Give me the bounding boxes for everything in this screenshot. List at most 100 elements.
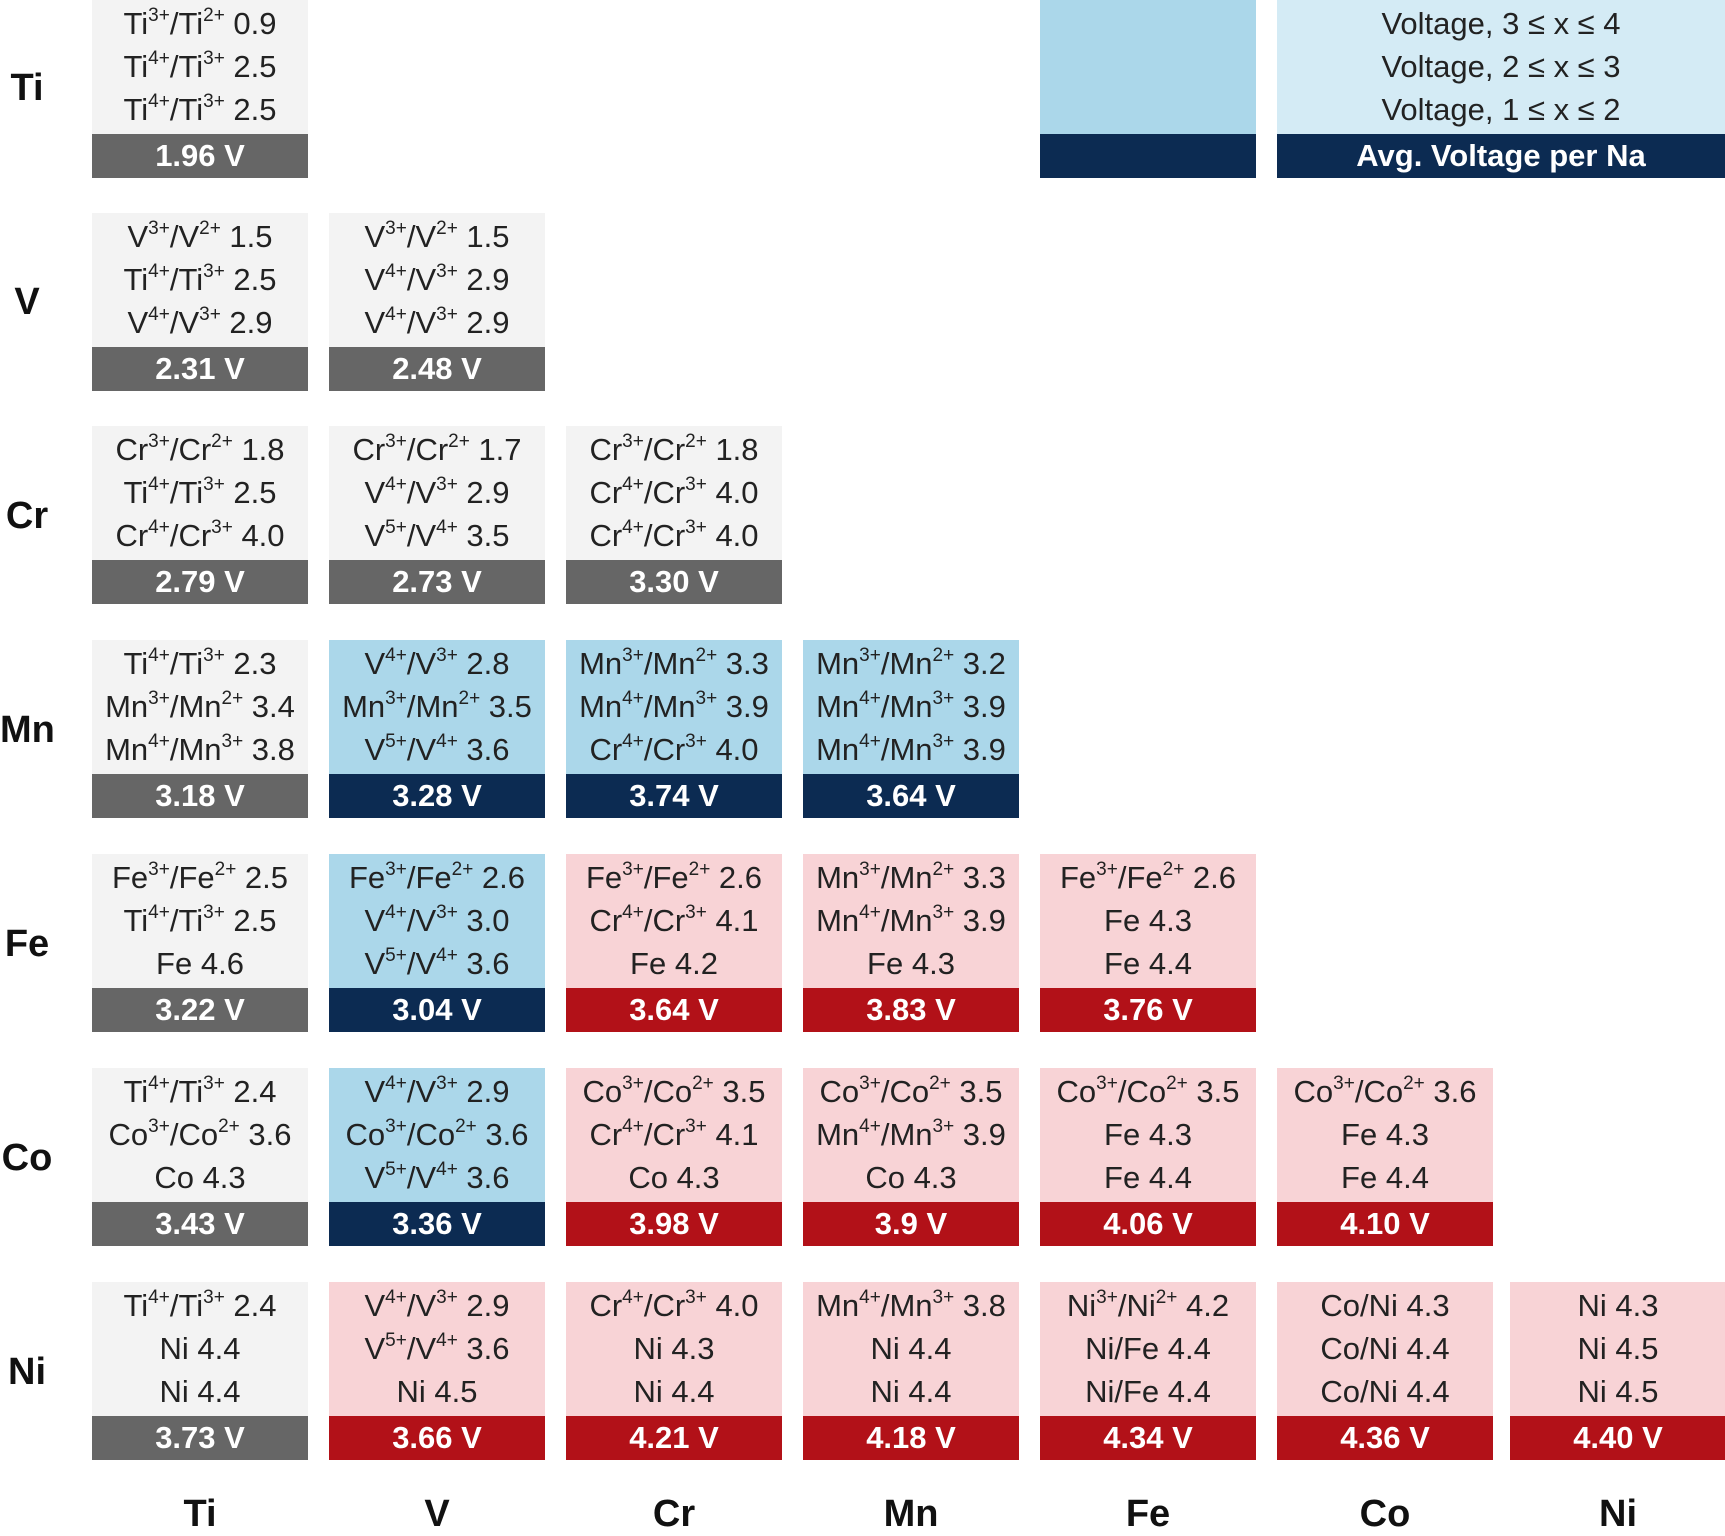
- redox-couple: Co/Ni 4.3: [1320, 1287, 1450, 1323]
- avg-voltage: 3.74 V: [566, 774, 782, 818]
- redox-lines: Ti3+/Ti2+ 0.9 Ti4+/Ti3+ 2.5 Ti4+/Ti3+ 2.5: [92, 0, 308, 134]
- redox-couple: Mn3+/Mn2+ 3.2: [816, 644, 1006, 681]
- redox-couple: Ni 4.5: [1577, 1330, 1659, 1366]
- avg-voltage: 3.73 V: [92, 1416, 308, 1460]
- redox-lines: V3+/V2+ 1.5 Ti4+/Ti3+ 2.5 V4+/V3+ 2.9: [92, 213, 308, 347]
- avg-voltage: 4.34 V: [1040, 1416, 1256, 1460]
- redox-couple: Ni 4.5: [396, 1374, 478, 1410]
- avg-voltage: 4.18 V: [803, 1416, 1019, 1460]
- col-label-ni: Ni: [1599, 1493, 1637, 1535]
- cell-cr-cr: Cr3+/Cr2+ 1.8 Cr4+/Cr3+ 4.0 Cr4+/Cr3+ 4.0 3…: [566, 426, 782, 604]
- avg-voltage: 3.30 V: [566, 560, 782, 604]
- redox-couple: Ti4+/Ti3+ 2.5: [123, 91, 277, 128]
- redox-couple: Mn4+/Mn3+ 3.8: [105, 731, 295, 768]
- cell-ni-v: V4+/V3+ 2.9 V5+/V4+ 3.6 Ni 4.5 3.66 V: [329, 1282, 545, 1460]
- redox-lines: Cr3+/Cr2+ 1.8 Cr4+/Cr3+ 4.0 Cr4+/Cr3+ 4.0: [566, 426, 782, 560]
- redox-couple: Fe 4.3: [867, 946, 955, 982]
- col-label-fe: Fe: [1125, 1493, 1171, 1535]
- redox-couple: Ni 4.3: [633, 1330, 715, 1366]
- redox-couple: V3+/V2+ 1.5: [127, 217, 273, 254]
- redox-couple: Cr3+/Cr2+ 1.8: [115, 430, 285, 467]
- redox-couple: Mn4+/Mn3+ 3.9: [579, 687, 769, 724]
- redox-couple: Fe3+/Fe2+ 2.6: [585, 858, 763, 895]
- col-label-mn: Mn: [883, 1493, 939, 1535]
- redox-lines: V4+/V3+ 2.8 Mn3+/Mn2+ 3.5 V5+/V4+ 3.6: [329, 640, 545, 774]
- redox-couple: Mn4+/Mn3+ 3.9: [816, 901, 1006, 938]
- redox-couple: Ti4+/Ti3+ 2.5: [123, 473, 277, 510]
- cell-fe-cr: Fe3+/Fe2+ 2.6 Cr4+/Cr3+ 4.1 Fe 4.2 3.64 V: [566, 854, 782, 1032]
- legend-line-2: Voltage, 2 ≤ x ≤ 3: [1381, 48, 1621, 84]
- redox-couple: Mn3+/Mn2+ 3.3: [816, 858, 1006, 895]
- redox-couple: Co/Ni 4.4: [1320, 1374, 1450, 1410]
- legend-line-3: Voltage, 1 ≤ x ≤ 2: [1381, 92, 1621, 128]
- legend-bar-label: Avg. Voltage per Na: [1277, 134, 1725, 178]
- redox-couple: Cr4+/Cr3+ 4.0: [115, 517, 285, 554]
- avg-voltage: 4.40 V: [1510, 1416, 1725, 1460]
- avg-voltage: 3.64 V: [803, 774, 1019, 818]
- redox-couple: Ni 4.4: [159, 1330, 241, 1366]
- avg-voltage: 1.96 V: [92, 134, 308, 178]
- cell-co-co: Co3+/Co2+ 3.6 Fe 4.3 Fe 4.4 4.10 V: [1277, 1068, 1493, 1246]
- legend-swatch-bar: [1040, 134, 1256, 178]
- row-label-v: V: [14, 281, 40, 323]
- avg-voltage: 3.76 V: [1040, 988, 1256, 1032]
- redox-couple: Cr3+/Cr2+ 1.8: [589, 430, 759, 467]
- redox-lines: Ti4+/Ti3+ 2.4 Ni 4.4 Ni 4.4: [92, 1282, 308, 1416]
- redox-lines: Mn3+/Mn2+ 3.3 Mn4+/Mn3+ 3.9 Fe 4.3: [803, 854, 1019, 988]
- redox-lines: Fe3+/Fe2+ 2.6 V4+/V3+ 3.0 V5+/V4+ 3.6: [329, 854, 545, 988]
- redox-couple: Ni 4.4: [870, 1330, 952, 1366]
- redox-couple: Mn3+/Mn2+ 3.3: [579, 644, 769, 681]
- col-label-co: Co: [1359, 1493, 1411, 1535]
- row-label-ni: Ni: [8, 1351, 46, 1393]
- avg-voltage: 3.98 V: [566, 1202, 782, 1246]
- cell-mn-ti: Ti4+/Ti3+ 2.3 Mn3+/Mn2+ 3.4 Mn4+/Mn3+ 3.8 3…: [92, 640, 308, 818]
- avg-voltage: 3.43 V: [92, 1202, 308, 1246]
- redox-couple: Mn4+/Mn3+ 3.8: [816, 1286, 1006, 1323]
- cell-cr-ti: Cr3+/Cr2+ 1.8 Ti4+/Ti3+ 2.5 Cr4+/Cr3+ 4.0 2…: [92, 426, 308, 604]
- cell-v-ti: V3+/V2+ 1.5 Ti4+/Ti3+ 2.5 V4+/V3+ 2.9 2.31 …: [92, 213, 308, 391]
- cell-v-v: V3+/V2+ 1.5 V4+/V3+ 2.9 V4+/V3+ 2.9 2.48 V: [329, 213, 545, 391]
- cell-fe-v: Fe3+/Fe2+ 2.6 V4+/V3+ 3.0 V5+/V4+ 3.6 3.04 …: [329, 854, 545, 1032]
- row-label-fe: Fe: [4, 923, 50, 965]
- redox-lines: V3+/V2+ 1.5 V4+/V3+ 2.9 V4+/V3+ 2.9: [329, 213, 545, 347]
- cell-co-ti: Ti4+/Ti3+ 2.4 Co3+/Co2+ 3.6 Co 4.3 3.43 V: [92, 1068, 308, 1246]
- cell-mn-cr: Mn3+/Mn2+ 3.3 Mn4+/Mn3+ 3.9 Cr4+/Cr3+ 4.0 3…: [566, 640, 782, 818]
- redox-couple: V4+/V3+ 2.9: [364, 1286, 510, 1323]
- redox-couple: Cr4+/Cr3+ 4.1: [589, 1115, 759, 1152]
- avg-voltage: 3.9 V: [803, 1202, 1019, 1246]
- redox-couple: Ti4+/Ti3+ 2.5: [123, 47, 277, 84]
- cell-co-v: V4+/V3+ 2.9 Co3+/Co2+ 3.6 V5+/V4+ 3.6 3.36 …: [329, 1068, 545, 1246]
- cell-ni-co: Co/Ni 4.3 Co/Ni 4.4 Co/Ni 4.4 4.36 V: [1277, 1282, 1493, 1460]
- redox-couple: Co/Ni 4.4: [1320, 1330, 1450, 1366]
- redox-couple: Co3+/Co2+ 3.6: [345, 1115, 529, 1152]
- redox-couple: Ti4+/Ti3+ 2.5: [123, 260, 277, 297]
- redox-couple: Ti4+/Ti3+ 2.3: [123, 644, 277, 681]
- cell-ni-ti: Ti4+/Ti3+ 2.4 Ni 4.4 Ni 4.4 3.73 V: [92, 1282, 308, 1460]
- avg-voltage: 4.21 V: [566, 1416, 782, 1460]
- redox-couple: V4+/V3+ 3.0: [364, 901, 510, 938]
- redox-lines: Fe3+/Fe2+ 2.5 Ti4+/Ti3+ 2.5 Fe 4.6: [92, 854, 308, 988]
- cell-co-fe: Co3+/Co2+ 3.5 Fe 4.3 Fe 4.4 4.06 V: [1040, 1068, 1256, 1246]
- redox-couple: Co 4.3: [628, 1160, 720, 1196]
- redox-lines: V4+/V3+ 2.9 V5+/V4+ 3.6 Ni 4.5: [329, 1282, 545, 1416]
- cell-mn-mn: Mn3+/Mn2+ 3.2 Mn4+/Mn3+ 3.9 Mn4+/Mn3+ 3.9 3…: [803, 640, 1019, 818]
- avg-voltage: 3.28 V: [329, 774, 545, 818]
- redox-couple: Ti3+/Ti2+ 0.9: [123, 4, 277, 41]
- redox-couple: V3+/V2+ 1.5: [364, 217, 510, 254]
- cell-mn-v: V4+/V3+ 2.8 Mn3+/Mn2+ 3.5 V5+/V4+ 3.6 3.28 …: [329, 640, 545, 818]
- redox-lines: Co/Ni 4.3 Co/Ni 4.4 Co/Ni 4.4: [1277, 1282, 1493, 1416]
- redox-couple: Ti4+/Ti3+ 2.4: [123, 1286, 277, 1323]
- redox-couple: V5+/V4+ 3.6: [364, 1329, 510, 1366]
- cell-fe-mn: Mn3+/Mn2+ 3.3 Mn4+/Mn3+ 3.9 Fe 4.3 3.83 V: [803, 854, 1019, 1032]
- col-label-v: V: [424, 1493, 450, 1535]
- avg-voltage: 3.04 V: [329, 988, 545, 1032]
- cell-fe-ti: Fe3+/Fe2+ 2.5 Ti4+/Ti3+ 2.5 Fe 4.6 3.22 V: [92, 854, 308, 1032]
- redox-lines: Ni3+/Ni2+ 4.2 Ni/Fe 4.4 Ni/Fe 4.4: [1040, 1282, 1256, 1416]
- redox-lines: Fe3+/Fe2+ 2.6 Fe 4.3 Fe 4.4: [1040, 854, 1256, 988]
- redox-lines: Co3+/Co2+ 3.5 Cr4+/Cr3+ 4.1 Co 4.3: [566, 1068, 782, 1202]
- redox-couple: Cr4+/Cr3+ 4.0: [589, 517, 759, 554]
- redox-couple: V5+/V4+ 3.6: [364, 731, 510, 768]
- row-label-mn: Mn: [0, 709, 55, 751]
- redox-lines: V4+/V3+ 2.9 Co3+/Co2+ 3.6 V5+/V4+ 3.6: [329, 1068, 545, 1202]
- redox-lines: Ti4+/Ti3+ 2.4 Co3+/Co2+ 3.6 Co 4.3: [92, 1068, 308, 1202]
